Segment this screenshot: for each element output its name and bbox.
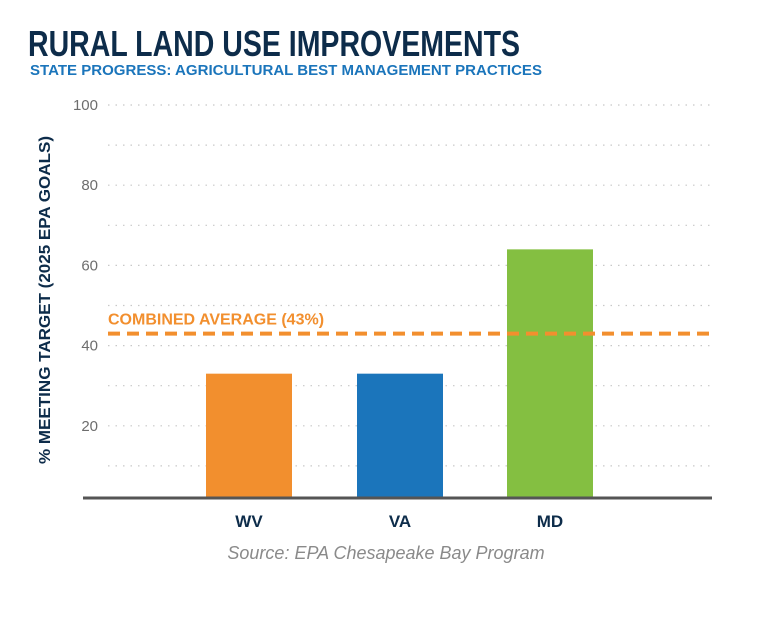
y-tick-labels: 20 40 60 80 100 (73, 97, 98, 435)
chart-subtitle: STATE PROGRESS: AGRICULTURAL BEST MANAGE… (30, 63, 542, 79)
bar-wv (206, 373, 292, 497)
y-tick-label: 100 (73, 97, 98, 114)
bar-md (507, 249, 593, 497)
x-tick-label: WV (235, 512, 263, 531)
y-tick-label: 20 (81, 418, 98, 435)
gridlines (108, 104, 712, 467)
y-tick-label: 80 (81, 177, 98, 194)
source-note: Source: EPA Chesapeake Bay Program (227, 543, 544, 563)
chart-title: RURAL LAND USE IMPROVEMENTS (28, 23, 520, 64)
x-tick-labels: WV VA MD (235, 512, 563, 531)
x-tick-label: VA (389, 512, 411, 531)
x-tick-label: MD (537, 512, 563, 531)
y-axis-label: % MEETING TARGET (2025 EPA GOALS) (37, 136, 54, 464)
combined-average-label: COMBINED AVERAGE (43%) (108, 312, 324, 329)
reference-line-group: COMBINED AVERAGE (43%) (108, 312, 712, 336)
y-tick-label: 60 (81, 257, 98, 274)
bars (206, 249, 593, 497)
y-tick-label: 40 (81, 338, 98, 355)
bar-va (357, 373, 443, 497)
